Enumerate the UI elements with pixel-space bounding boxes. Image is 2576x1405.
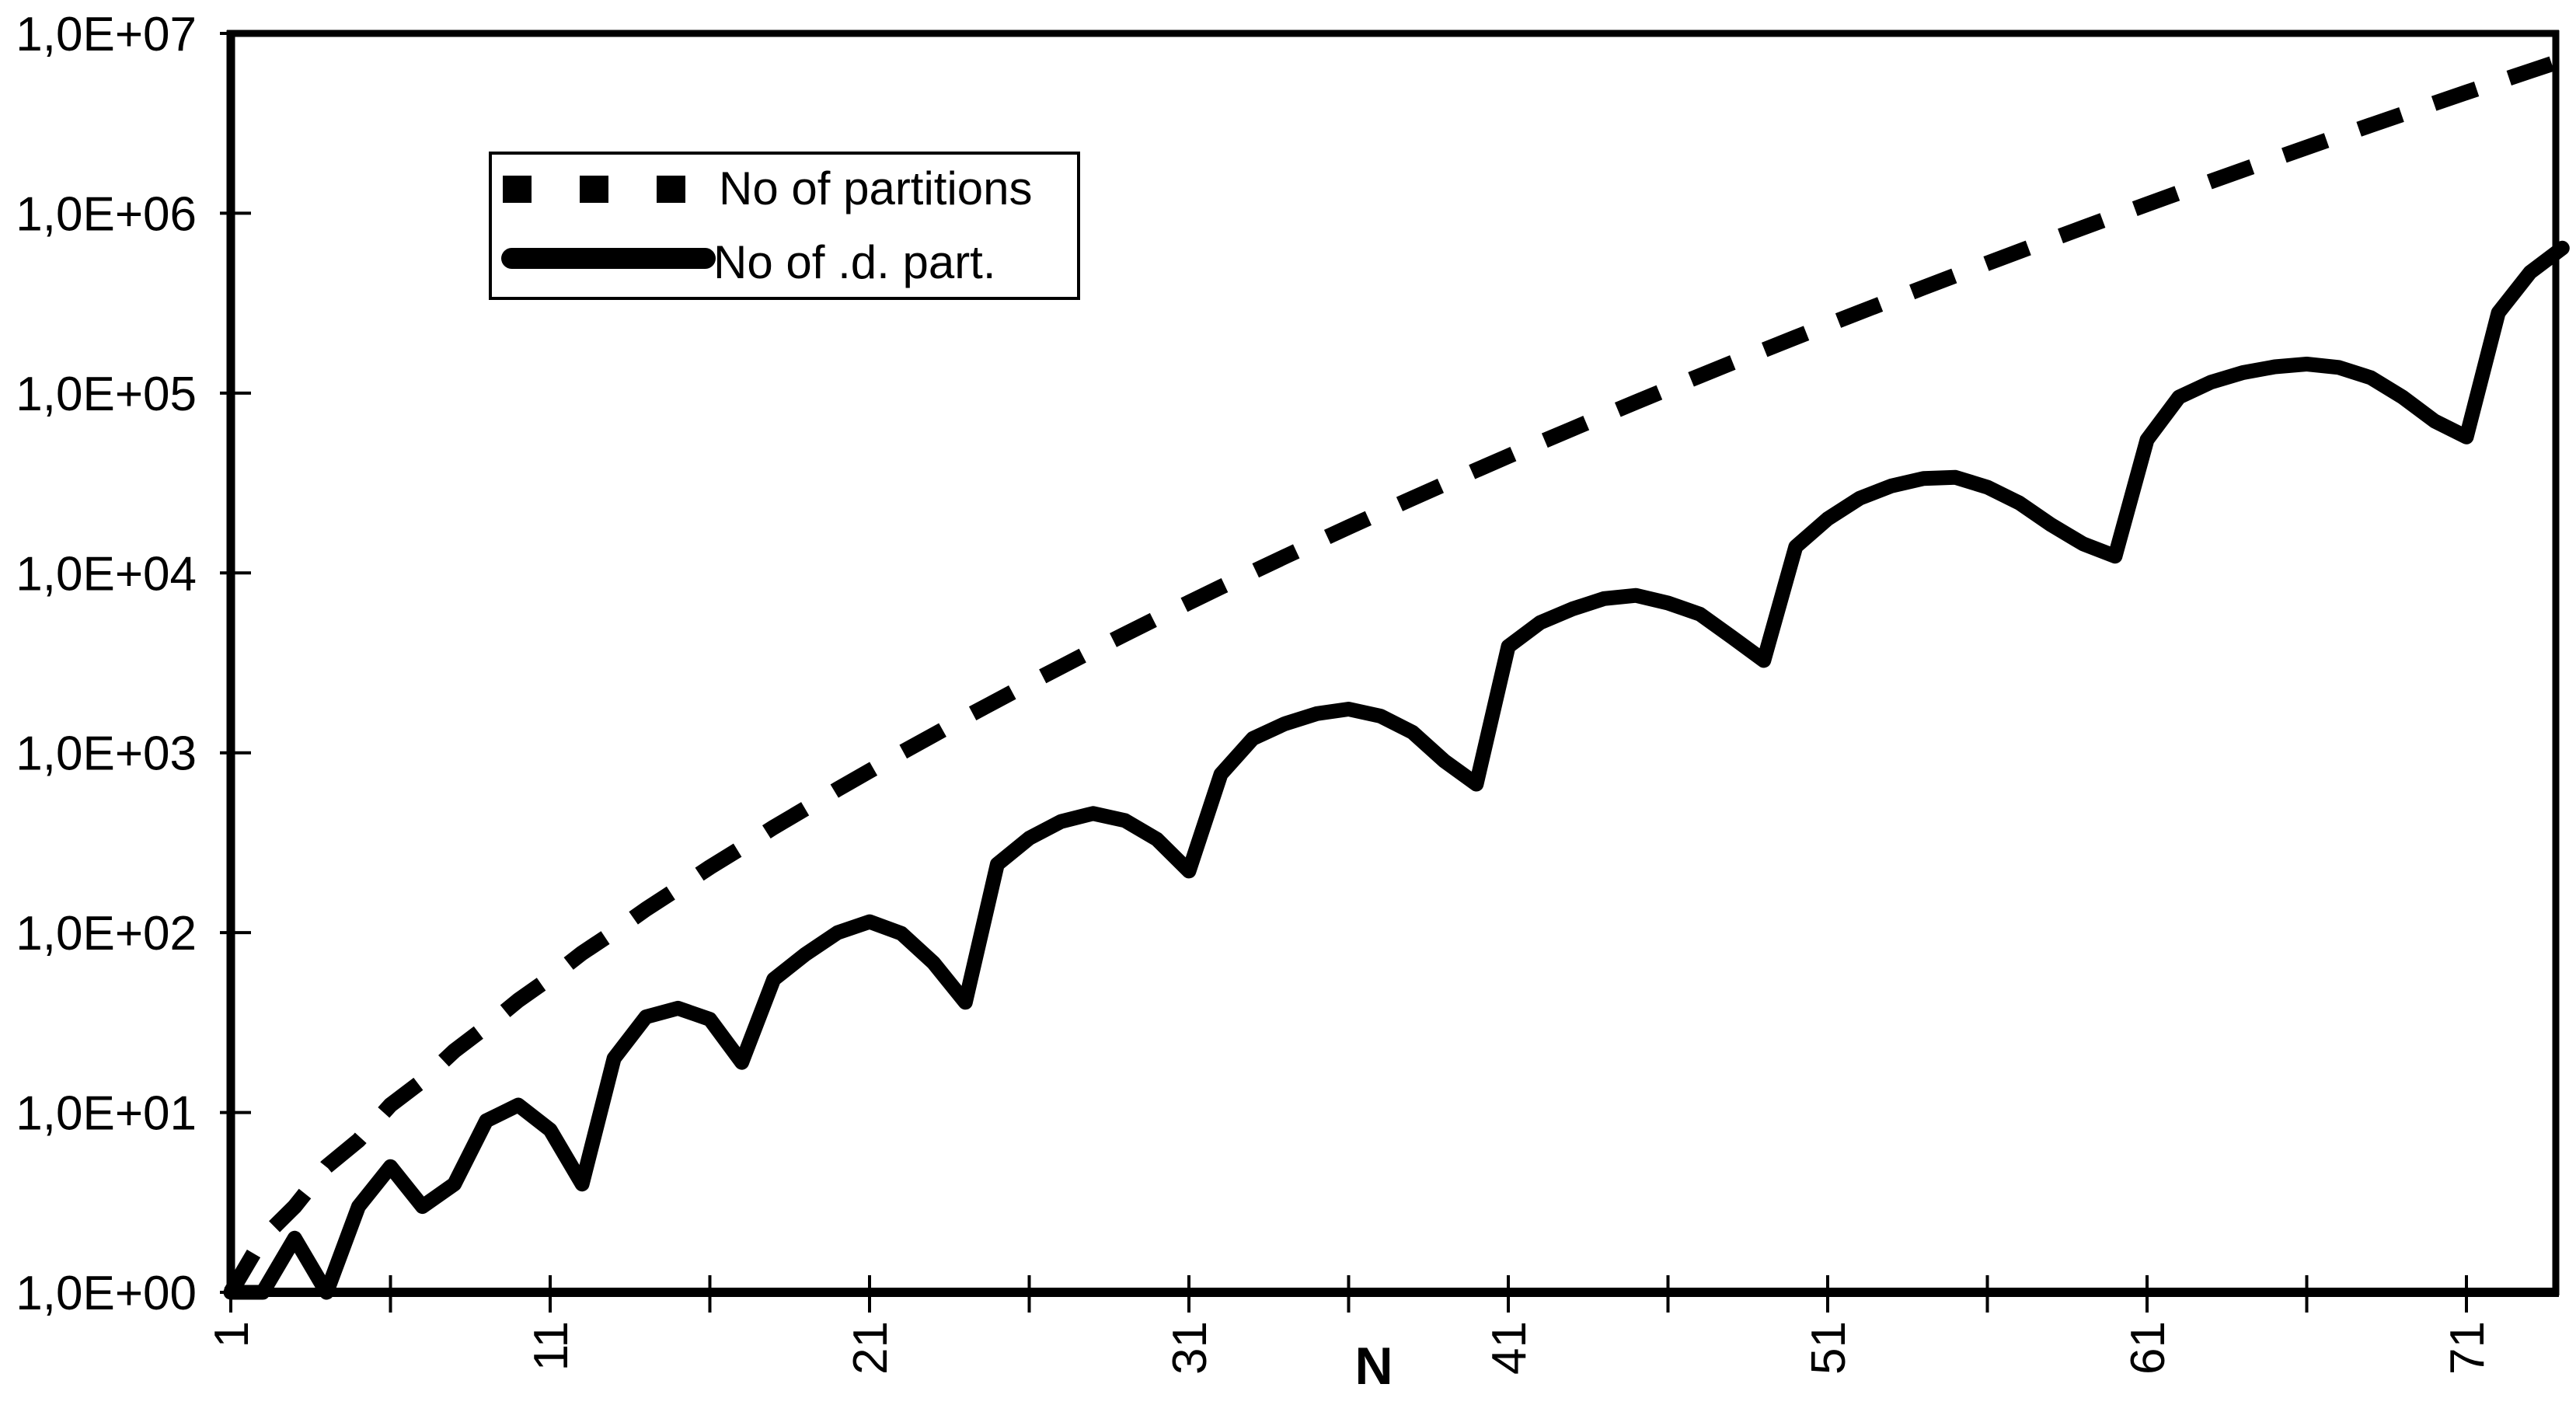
y-tick-label: 1,0E+06	[16, 187, 197, 241]
x-tick-label: 21	[844, 1321, 898, 1375]
x-tick-label: 1	[205, 1321, 259, 1347]
dashed-series-swatch	[657, 176, 685, 203]
series-line-distinct-partitions	[223, 240, 2570, 1300]
legend-label-distinct-partitions: No of .d. part.	[713, 236, 996, 288]
dashed-series-swatch	[580, 176, 608, 203]
x-tick-label: 51	[1802, 1321, 1856, 1375]
y-tick-label: 1,0E+02	[16, 907, 197, 960]
solid-series-swatch	[501, 248, 716, 269]
y-tick-label: 1,0E+05	[16, 368, 197, 421]
y-tick-label: 1,0E+07	[16, 8, 197, 61]
x-tick-label: 61	[2121, 1321, 2175, 1375]
y-tick-label: 1,0E+03	[16, 727, 197, 781]
dashed-series-swatch	[503, 176, 532, 203]
x-axis-title: N	[1354, 1337, 1393, 1396]
x-tick-label: 31	[1163, 1321, 1217, 1375]
series-line-partitions	[224, 53, 2565, 1297]
legend-label-partitions: No of partitions	[719, 162, 1033, 214]
legend: No of partitions No of .d. part.	[489, 152, 1080, 300]
y-tick-label: 1,0E+00	[16, 1267, 197, 1320]
y-tick-label: 1,0E+04	[16, 547, 197, 601]
y-tick-label: 1,0E+01	[16, 1087, 197, 1141]
x-tick-label: 11	[525, 1321, 578, 1371]
x-tick-label: 41	[1483, 1321, 1536, 1375]
x-tick-label: 71	[2441, 1321, 2494, 1375]
